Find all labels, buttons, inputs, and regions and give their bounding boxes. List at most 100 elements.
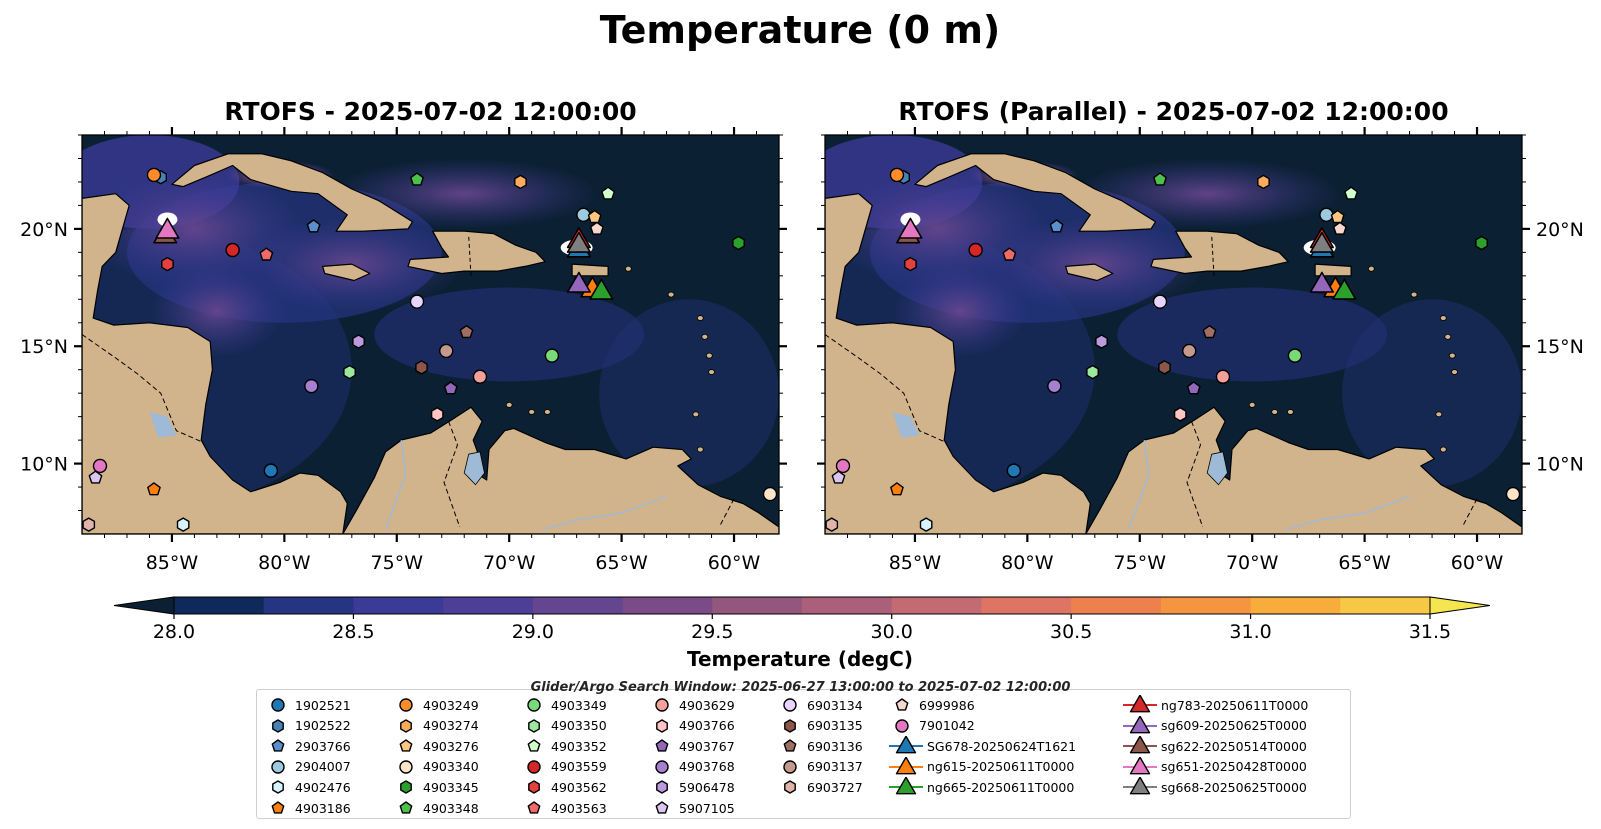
argo-float-4903340 bbox=[1505, 486, 1521, 502]
argo-float-4903350 bbox=[343, 364, 356, 380]
legend-label: 4903274 bbox=[423, 718, 479, 734]
colorbar-segment bbox=[981, 597, 1072, 614]
legend-label: sg668-20250625T0000 bbox=[1161, 779, 1307, 795]
argo-float-5907105 bbox=[88, 470, 103, 484]
legend-circle-icon bbox=[399, 698, 413, 712]
colorbar-tick-label: 31.0 bbox=[1229, 621, 1271, 643]
legend-label: 4903563 bbox=[551, 800, 607, 816]
legend-label: 4903767 bbox=[679, 738, 735, 754]
argo-float-4903274 bbox=[1257, 174, 1270, 190]
legend-label: 6903135 bbox=[807, 718, 863, 734]
legend-circle-icon bbox=[399, 760, 413, 774]
legend-hexagon-icon bbox=[400, 780, 412, 795]
argo-float-4903276 bbox=[1330, 209, 1345, 224]
argo-float-5906478 bbox=[1095, 334, 1108, 349]
colorbar-segment bbox=[443, 597, 534, 614]
argo-float-1902521 bbox=[1006, 463, 1022, 478]
colorbar-extend-low bbox=[113, 596, 175, 615]
colorbar-tick-label: 28.5 bbox=[332, 621, 374, 643]
legend-label: sg651-20250428T0000 bbox=[1161, 759, 1307, 775]
legend-item-ng665-20250611T0000: ng665-20250611T0000 bbox=[889, 777, 1074, 797]
legend-item-6903137: 6903137 bbox=[777, 757, 863, 777]
legend-glider-icon bbox=[1129, 756, 1151, 775]
legend-item-4903766: 4903766 bbox=[649, 716, 735, 736]
legend-glider-icon bbox=[1129, 695, 1151, 713]
colorbar-segment bbox=[353, 597, 444, 614]
argo-float-7901042 bbox=[835, 458, 851, 474]
legend-circle-icon bbox=[527, 698, 541, 712]
argo-float-4903186 bbox=[890, 482, 904, 496]
legend-label: 4903629 bbox=[679, 697, 735, 713]
legend-item-5906478: 5906478 bbox=[649, 777, 735, 797]
panel-title-1: RTOFS - 2025-07-02 12:00:00 bbox=[224, 97, 636, 126]
legend-pentagon-icon bbox=[895, 698, 909, 711]
colorbar-segment bbox=[1250, 597, 1341, 614]
legend-item-1902521: 1902521 bbox=[265, 695, 351, 715]
argo-float-4903352 bbox=[1344, 186, 1359, 200]
argo-float-4903349 bbox=[544, 348, 560, 363]
legend-pentagon-icon bbox=[527, 739, 541, 752]
legend-pentagon-icon bbox=[527, 801, 541, 814]
legend-label: 4903768 bbox=[679, 759, 735, 775]
legend-glider-icon bbox=[1129, 715, 1151, 733]
argo-float-6903727 bbox=[825, 517, 839, 532]
legend-hexagon-icon bbox=[656, 780, 668, 795]
legend-item-7901042: 7901042 bbox=[889, 716, 975, 736]
argo-float-4903562 bbox=[904, 256, 917, 272]
argo-float-4903274 bbox=[514, 174, 527, 190]
legend-pentagon-icon bbox=[271, 739, 285, 752]
legend-glider-icon bbox=[895, 777, 917, 795]
legend-item-sg622-20250514T0000: sg622-20250514T0000 bbox=[1123, 736, 1307, 756]
colorbar-segment bbox=[712, 597, 803, 614]
argo-float-4903563 bbox=[1002, 247, 1017, 261]
legend-item-4903274: 4903274 bbox=[393, 716, 479, 736]
legend-item-2903766: 2903766 bbox=[265, 736, 351, 756]
legend-glider-icon bbox=[1129, 736, 1151, 754]
glider-sg668-20250625T0000 bbox=[566, 231, 592, 253]
legend-item-4903249: 4903249 bbox=[393, 695, 479, 715]
legend-label: 5906478 bbox=[679, 779, 735, 795]
legend-label: 4903349 bbox=[551, 697, 607, 713]
colorbar-segment bbox=[1340, 597, 1431, 614]
legend-label: 6903136 bbox=[807, 738, 863, 754]
colorbar-segment bbox=[1160, 597, 1252, 614]
panel-title-2: RTOFS (Parallel) - 2025-07-02 12:00:00 bbox=[898, 97, 1448, 126]
legend-item-4903562: 4903562 bbox=[521, 777, 607, 797]
legend-hexagon-icon bbox=[272, 718, 284, 733]
argo-float-4903768 bbox=[304, 378, 319, 394]
argo-float-6903136 bbox=[459, 325, 474, 339]
map-panel-1 bbox=[82, 135, 779, 534]
legend-item-4903563: 4903563 bbox=[521, 798, 607, 818]
argo-float-4903276 bbox=[587, 209, 602, 224]
argo-float-5906478 bbox=[352, 334, 365, 349]
legend-circle-icon bbox=[527, 760, 541, 774]
argo-float-6903137 bbox=[1182, 343, 1197, 359]
y-tick-label: 15°N bbox=[1536, 336, 1584, 358]
x-tick-label: 60°W bbox=[708, 552, 761, 574]
x-tick-label: 85°W bbox=[146, 552, 199, 574]
legend-circle-icon bbox=[655, 698, 669, 712]
legend-item-4903276: 4903276 bbox=[393, 736, 479, 756]
legend-pentagon-icon bbox=[399, 801, 413, 814]
legend-label: 6903727 bbox=[807, 779, 863, 795]
argo-float-6903134 bbox=[1152, 294, 1168, 309]
legend-label: 4903345 bbox=[423, 779, 479, 795]
argo-float-2903766 bbox=[1049, 219, 1064, 233]
legend-label: sg609-20250625T0000 bbox=[1161, 718, 1307, 734]
legend-label: 6903134 bbox=[807, 697, 863, 713]
search-window-caption: Glider/Argo Search Window: 2025-06-27 13… bbox=[530, 680, 1071, 695]
legend-label: ng615-20250611T0000 bbox=[927, 759, 1075, 775]
legend-glider-icon bbox=[1129, 777, 1151, 795]
colorbar-tick-label: 29.0 bbox=[512, 621, 554, 643]
legend-hexagon-icon bbox=[528, 780, 540, 795]
colorbar-segment bbox=[1071, 597, 1162, 614]
legend-pentagon-icon bbox=[655, 739, 669, 752]
argo-float-4903766 bbox=[1173, 407, 1187, 422]
legend-item-sg668-20250625T0000: sg668-20250625T0000 bbox=[1123, 777, 1307, 797]
legend-hexagon-icon bbox=[784, 780, 796, 795]
legend-label: sg622-20250514T0000 bbox=[1161, 738, 1307, 754]
map-panels: 85°W 80°W 75°W 70°W 65°W 60°W 20°N 15°N 10°N RTOF… bbox=[20, 97, 1584, 574]
argo-float-4903559 bbox=[225, 242, 240, 258]
legend-label: 4903559 bbox=[551, 759, 607, 775]
